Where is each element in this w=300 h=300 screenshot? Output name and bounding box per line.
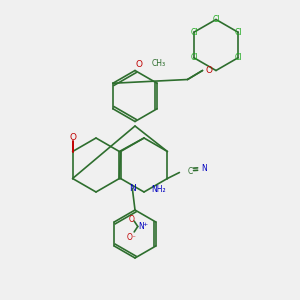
- Text: Cl: Cl: [234, 53, 242, 62]
- Text: N: N: [201, 164, 207, 173]
- Text: CH₃: CH₃: [152, 58, 166, 68]
- Text: NH₂: NH₂: [152, 184, 166, 194]
- Text: Cl: Cl: [212, 15, 220, 24]
- Text: O: O: [129, 214, 135, 224]
- Text: Cl: Cl: [190, 28, 198, 37]
- Text: Cl: Cl: [190, 53, 198, 62]
- Text: Cl: Cl: [234, 28, 242, 37]
- Text: N: N: [129, 184, 136, 193]
- Text: O: O: [69, 133, 76, 142]
- Text: C: C: [187, 167, 193, 176]
- Text: +: +: [143, 223, 148, 227]
- Text: O: O: [205, 66, 212, 75]
- Text: N: N: [138, 222, 144, 231]
- Text: O: O: [136, 60, 143, 69]
- Text: O⁻: O⁻: [127, 232, 137, 242]
